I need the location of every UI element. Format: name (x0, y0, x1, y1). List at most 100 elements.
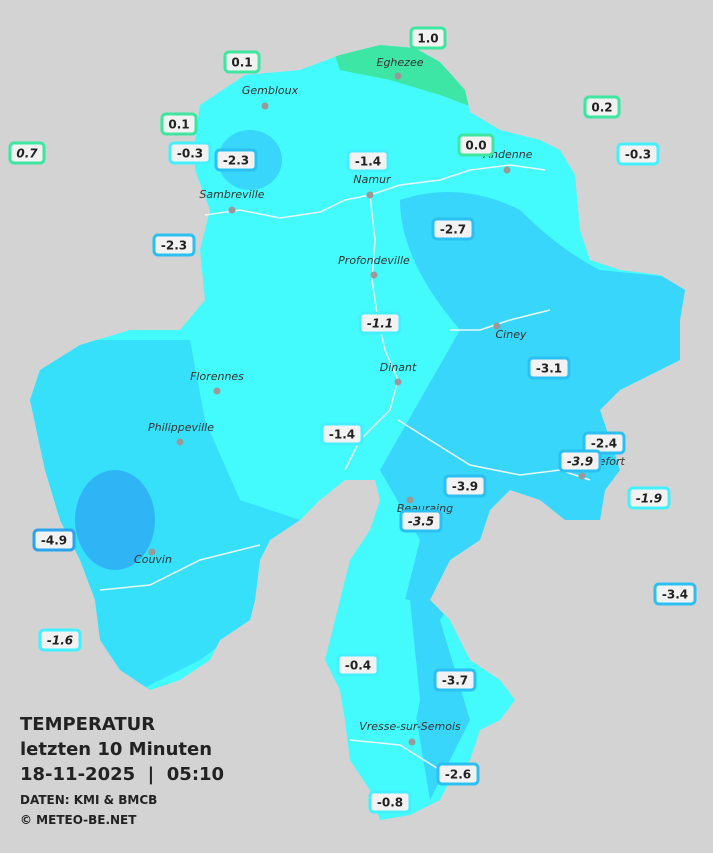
station: 0.2 (583, 95, 621, 119)
station-box (616, 142, 660, 166)
station-box (653, 582, 697, 606)
station-box (32, 528, 76, 552)
city-label: Florennes (190, 370, 244, 383)
station: -2.4 (582, 431, 626, 455)
city-dot (394, 378, 402, 386)
station: -2.3 (214, 148, 258, 172)
city-dot (261, 102, 269, 110)
station: -3.9 (558, 449, 602, 473)
station: -1.4 (320, 422, 364, 446)
station: -0.3 (168, 141, 212, 165)
station-value: 0.7 (16, 147, 38, 161)
station-value: 0.1 (231, 56, 252, 70)
city-dot (493, 322, 501, 330)
station: -1.4 (346, 149, 390, 173)
station-box (160, 112, 198, 136)
city-dot (578, 472, 586, 480)
station-box (368, 790, 412, 814)
station-box (431, 217, 475, 241)
station-value: -2.4 (591, 437, 617, 451)
city-dot (406, 496, 414, 504)
station: -4.9 (32, 528, 76, 552)
city-label: Eghezee (377, 56, 424, 69)
station-box (358, 311, 402, 335)
city-label: Couvin (134, 553, 172, 566)
station-box (409, 26, 447, 50)
station: -3.7 (433, 668, 477, 692)
station-value: 0.0 (465, 139, 486, 153)
legend-copyright: © METEO-BE.NET (20, 813, 137, 827)
city-dot (228, 206, 236, 214)
station-value: -3.4 (662, 588, 688, 602)
station-box (583, 95, 621, 119)
station-value: -2.3 (161, 239, 187, 253)
station-value: 0.1 (168, 118, 189, 132)
city-dot (176, 438, 184, 446)
station: 0.1 (223, 50, 261, 74)
station-value: -2.7 (440, 223, 466, 237)
station-box (527, 356, 571, 380)
city-dot (370, 271, 378, 279)
station-value: -3.5 (408, 515, 434, 529)
city-dot (408, 738, 416, 746)
legend-period: letzten 10 Minuten (20, 739, 212, 760)
city-label: Vresse-sur-Semois (359, 720, 461, 733)
station: -0.3 (616, 142, 660, 166)
station-box (346, 149, 390, 173)
station-value: -3.7 (442, 674, 468, 688)
station-box (399, 509, 443, 533)
station-box (8, 141, 46, 165)
station-value: -1.4 (355, 155, 381, 169)
city-label: Namur (353, 173, 392, 186)
station-box (436, 762, 480, 786)
city-label: Profondeville (338, 254, 410, 267)
station-value: -3.1 (536, 362, 562, 376)
city-label: Sambreville (199, 188, 264, 201)
station-value: -0.4 (345, 659, 371, 673)
station-box (320, 422, 364, 446)
station-value: -3.9 (567, 455, 593, 469)
station-value: -0.8 (377, 796, 403, 810)
station: -2.3 (152, 233, 196, 257)
station-box (443, 474, 487, 498)
station-box (38, 628, 82, 652)
city-dot (503, 166, 511, 174)
station-value: -2.6 (445, 768, 471, 782)
station-box (433, 668, 477, 692)
city-label: Ciney (496, 328, 527, 341)
station: -3.1 (527, 356, 571, 380)
city-label: Gembloux (242, 84, 299, 97)
station: 0.0 (457, 133, 495, 157)
station-box (336, 653, 380, 677)
station: -1.1 (358, 311, 402, 335)
station-box (582, 431, 626, 455)
station-value: -0.3 (625, 148, 651, 162)
city-dot (366, 191, 374, 199)
station: -2.6 (436, 762, 480, 786)
station-box (558, 449, 602, 473)
city-dot (213, 387, 221, 395)
station: -2.7 (431, 217, 475, 241)
station: 1.0 (409, 26, 447, 50)
station: -3.9 (443, 474, 487, 498)
station-box (223, 50, 261, 74)
station-value: -1.1 (367, 317, 393, 331)
station-value: -3.9 (452, 480, 478, 494)
station: -0.8 (368, 790, 412, 814)
station: -0.4 (336, 653, 380, 677)
station-box (457, 133, 495, 157)
legend-title: TEMPERATUR (20, 714, 155, 735)
station: 0.7 (8, 141, 46, 165)
station-value: -1.4 (329, 428, 355, 442)
station-value: -2.3 (223, 154, 249, 168)
legend-source: DATEN: KMI & BMCB (20, 793, 157, 807)
station-value: 0.2 (591, 101, 612, 115)
station-box (627, 486, 671, 510)
station-value: -1.6 (47, 634, 73, 648)
station-box (152, 233, 196, 257)
station: -1.9 (627, 486, 671, 510)
city-label: Andenne (483, 148, 533, 161)
station-value: 1.0 (417, 32, 438, 46)
station: 0.1 (160, 112, 198, 136)
